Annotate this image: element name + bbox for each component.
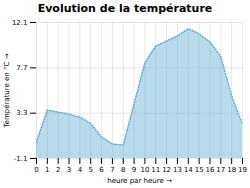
svg-text:16: 16 xyxy=(206,166,215,174)
svg-text:11: 11 xyxy=(151,166,160,174)
svg-text:3.3: 3.3 xyxy=(16,109,27,117)
svg-text:8: 8 xyxy=(121,166,125,174)
svg-text:Température en °C →: Température en °C → xyxy=(3,53,11,128)
svg-text:9: 9 xyxy=(132,166,136,174)
html-text:Evolution de la température: Evolution de la température xyxy=(37,2,213,15)
svg-text:-1.1: -1.1 xyxy=(14,155,28,163)
svg-text:18: 18 xyxy=(227,166,236,174)
svg-text:7.7: 7.7 xyxy=(16,64,27,72)
svg-text:3: 3 xyxy=(67,166,71,174)
svg-text:10: 10 xyxy=(140,166,149,174)
svg-text:7: 7 xyxy=(110,166,114,174)
svg-text:15: 15 xyxy=(195,166,204,174)
svg-text:13: 13 xyxy=(173,166,182,174)
svg-text:5: 5 xyxy=(88,166,92,174)
svg-text:6: 6 xyxy=(99,166,104,174)
svg-text:14: 14 xyxy=(184,166,193,174)
svg-text:17: 17 xyxy=(216,166,225,174)
svg-text:heure par heure →: heure par heure → xyxy=(107,177,172,185)
svg-text:2: 2 xyxy=(56,166,60,174)
svg-text:19: 19 xyxy=(238,166,247,174)
svg-text:12.1: 12.1 xyxy=(12,19,28,27)
svg-text:4: 4 xyxy=(78,166,83,174)
svg-text:1: 1 xyxy=(45,166,49,174)
svg-text:12: 12 xyxy=(162,166,171,174)
svg-text:0: 0 xyxy=(34,166,38,174)
